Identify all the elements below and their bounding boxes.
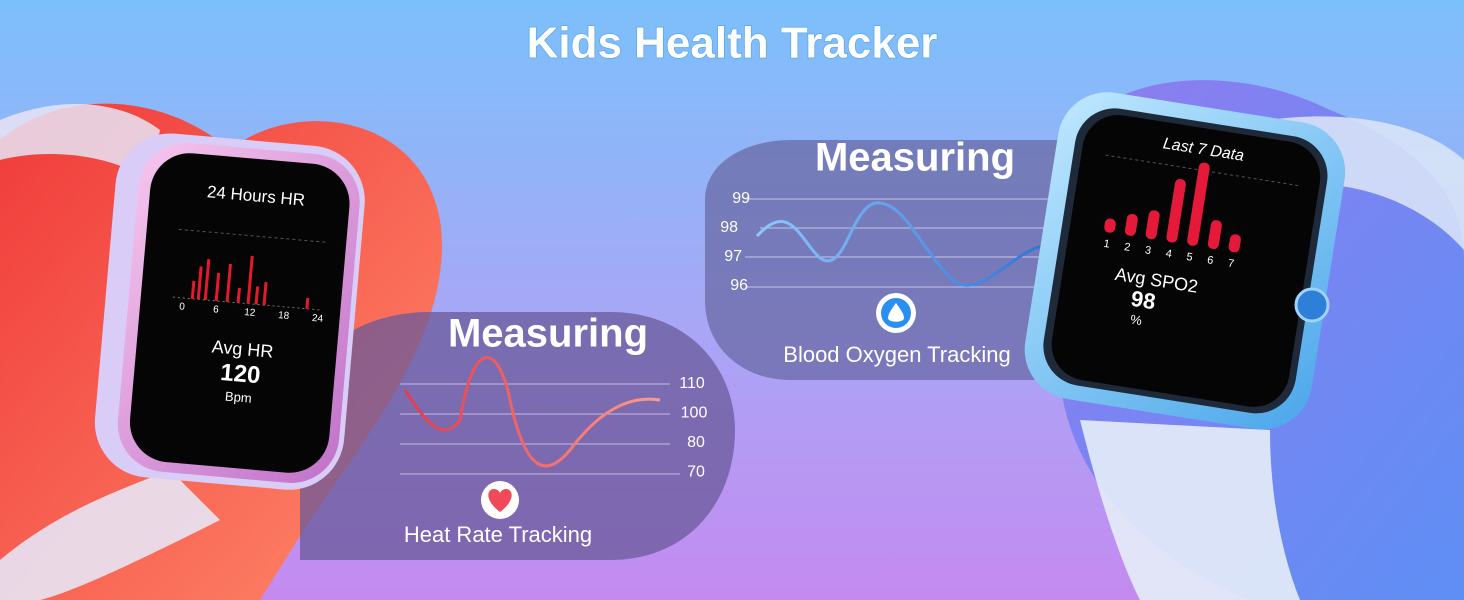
right-bars (1104, 162, 1241, 253)
spo2-panel (705, 140, 1060, 380)
heart-icon (488, 489, 512, 512)
watch-axis: 0 6 12 18 24 (179, 301, 324, 325)
left-strap-bottom (0, 470, 220, 600)
tick-label: 6 (213, 304, 220, 315)
tick-label: 80 (687, 434, 705, 451)
tick-label: 6 (1206, 254, 1214, 267)
tick-label: 24 (311, 313, 323, 325)
tick-label: 7 (1227, 258, 1235, 271)
tick-label: 70 (687, 464, 705, 481)
left-screen (129, 153, 350, 473)
tick-label: 110 (679, 375, 705, 392)
tick-label: 3 (1144, 244, 1152, 257)
tick-label: 0 (179, 301, 186, 312)
hr-panel (300, 312, 735, 560)
watch-unit: Bpm (224, 388, 252, 405)
watch-unit: % (1129, 311, 1143, 328)
left-bars (190, 255, 310, 309)
watch-value: 120 (219, 359, 261, 389)
panel-axis: 110 100 80 70 (679, 375, 707, 481)
title: Kids Health Tracker (527, 19, 938, 68)
tick-label: 98 (720, 219, 738, 236)
tick-label: 2 (1123, 241, 1131, 254)
panel-axis: 99 98 97 96 (720, 190, 750, 294)
left-divider (178, 228, 329, 243)
tick-label: 4 (1165, 248, 1173, 261)
panel-heading: Measuring (815, 136, 1015, 180)
spo2-grid (745, 198, 1055, 288)
right-screen (1051, 115, 1321, 407)
tick-label: 97 (724, 248, 742, 265)
panel-heading: Measuring (448, 312, 648, 356)
panel-caption: Blood Oxygen Tracking (783, 342, 1010, 367)
tick-label: 100 (681, 405, 708, 422)
tick-label: 99 (732, 190, 750, 207)
hr-wave (403, 356, 661, 468)
spo2-wave (755, 201, 1056, 287)
tick-label: 1 (1103, 238, 1111, 251)
left-strap-top (0, 103, 160, 180)
right-strap-bottom (1080, 420, 1300, 600)
hr-grid (400, 383, 680, 475)
drop-icon (888, 303, 904, 322)
panel-caption: Heat Rate Tracking (404, 522, 592, 547)
crown (1294, 287, 1330, 323)
tick-label: 96 (730, 277, 748, 294)
watch-value: 98 (1129, 286, 1157, 315)
tick-label: 12 (244, 307, 256, 319)
tick-label: 5 (1186, 251, 1194, 264)
tick-label: 18 (278, 310, 290, 322)
